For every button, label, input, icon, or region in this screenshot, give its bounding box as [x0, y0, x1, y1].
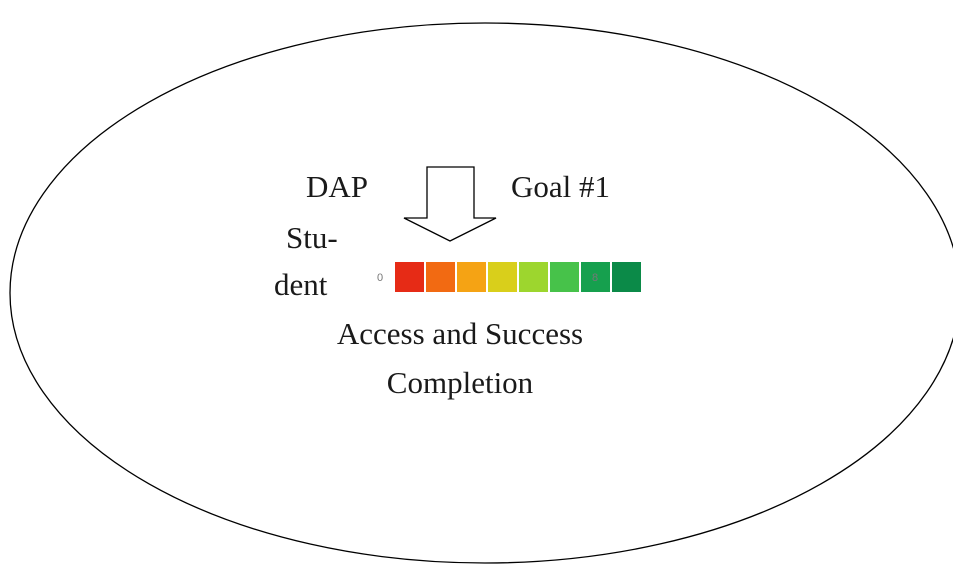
label-dap: DAP	[306, 169, 369, 204]
down-arrow-icon	[403, 166, 497, 242]
color-scale-bar	[395, 262, 641, 292]
scale-segment-8	[612, 262, 641, 292]
label-stu: Stu-	[286, 220, 338, 255]
scale-segment-7	[581, 262, 610, 292]
caption-line-2: Completion	[386, 365, 534, 400]
outer-ellipse	[9, 22, 953, 564]
scale-min-label: 0	[377, 272, 384, 284]
scale-max-label: 8	[592, 272, 599, 284]
label-goal: Goal #1	[511, 169, 611, 204]
scale-segment-4	[488, 262, 517, 292]
scale-segment-5	[519, 262, 548, 292]
caption-line-1: Access and Success	[336, 316, 584, 351]
scale-segment-6	[550, 262, 579, 292]
scale-segment-2	[426, 262, 455, 292]
label-dent: dent	[274, 267, 328, 302]
scale-segment-3	[457, 262, 486, 292]
scale-segment-1	[395, 262, 424, 292]
